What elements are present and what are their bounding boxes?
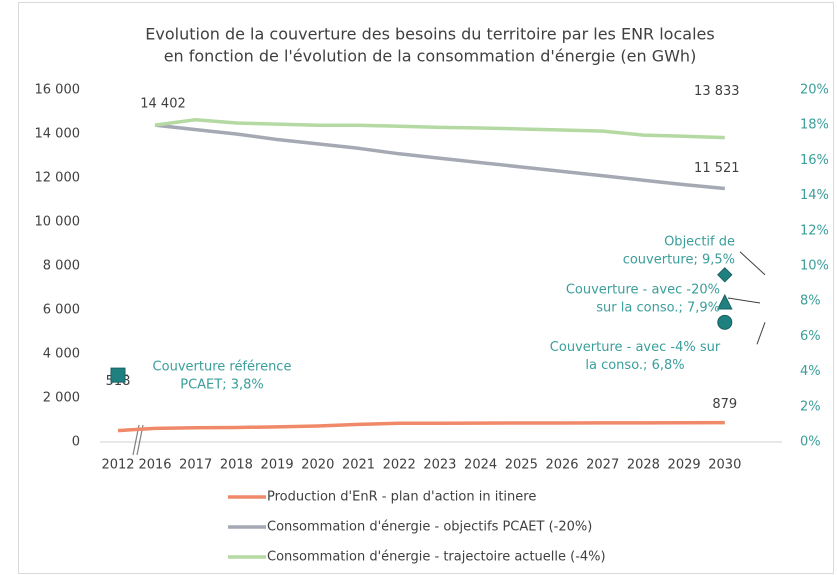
y-tick-label: 4 000 (43, 347, 80, 362)
y2-tick-label: 4% (800, 364, 821, 379)
annotation: Objectif de (664, 234, 735, 249)
y2-tick-label: 18% (800, 118, 829, 133)
x-tick-label: 2020 (301, 458, 334, 473)
legend-label: Consommation d'énergie - trajectoire act… (267, 550, 606, 565)
y-tick-label: 16 000 (35, 83, 81, 98)
x-tick-label: 2012 (101, 458, 134, 473)
y2-tick-label: 14% (800, 188, 829, 203)
x-tick-label: 2017 (179, 458, 212, 473)
x-tick-label: 2024 (464, 458, 497, 473)
annotation: couverture; 9,5% (623, 252, 735, 267)
y2-tick-label: 20% (800, 83, 829, 98)
marker (717, 267, 733, 283)
line-series (154, 117, 725, 140)
x-tick-label: 2021 (342, 458, 375, 473)
y2-tick-label: 16% (800, 153, 829, 168)
x-tick-label: 2019 (261, 458, 294, 473)
x-tick-label: 2028 (627, 458, 660, 473)
x-tick-label: 2023 (423, 458, 456, 473)
x-tick-label: 2016 (138, 458, 171, 473)
x-tick-label: 2022 (383, 458, 416, 473)
y2-tick-label: 2% (800, 399, 821, 414)
leader-line (756, 322, 766, 345)
annotation: Couverture - avec -20% (566, 282, 720, 297)
line-series (117, 420, 725, 433)
leader-line (727, 297, 761, 304)
y-tick-label: 6 000 (43, 303, 80, 318)
y-tick-label: 8 000 (43, 259, 80, 274)
y2-tick-label: 10% (800, 259, 829, 274)
leader-line (739, 251, 766, 276)
annotation: PCAET; 3,8% (180, 378, 264, 393)
y2-tick-label: 6% (800, 329, 821, 344)
chart-title: en fonction de l'évolution de la consomm… (164, 47, 697, 66)
x-tick-label: 2030 (708, 458, 741, 473)
marker (110, 367, 126, 383)
x-tick-label: 2025 (505, 458, 538, 473)
data-label: 879 (712, 397, 737, 412)
y-tick-label: 2 000 (43, 391, 80, 406)
y-tick-label: 0 (72, 435, 80, 450)
y-tick-label: 10 000 (35, 215, 81, 230)
annotation: Couverture - avec -4% sur (550, 340, 721, 355)
marker (716, 293, 733, 310)
y-tick-label: 14 000 (35, 127, 81, 142)
x-tick-label: 2027 (586, 458, 619, 473)
data-label: 11 521 (694, 161, 740, 176)
annotation: Couverture référence (153, 360, 292, 375)
y2-tick-label: 12% (800, 223, 829, 238)
chart-frame (18, 2, 834, 574)
y2-tick-label: 0% (800, 435, 821, 450)
data-label: 13 833 (694, 84, 740, 99)
annotation: la conso.; 6,8% (585, 358, 684, 373)
line-series (154, 123, 725, 191)
annotation: sur la conso.; 7,9% (596, 300, 720, 315)
x-tick-label: 2018 (220, 458, 253, 473)
legend-label: Consommation d'énergie - objectifs PCAET… (267, 520, 592, 535)
marker (717, 314, 733, 330)
x-tick-label: 2029 (668, 458, 701, 473)
y2-tick-label: 8% (800, 294, 821, 309)
x-tick-label: 2026 (545, 458, 578, 473)
data-label: 14 402 (140, 97, 186, 112)
y-tick-label: 12 000 (35, 171, 81, 186)
chart-title: Evolution de la couverture des besoins d… (145, 25, 714, 44)
legend-label: Production d'EnR - plan d'action in itin… (267, 490, 536, 505)
